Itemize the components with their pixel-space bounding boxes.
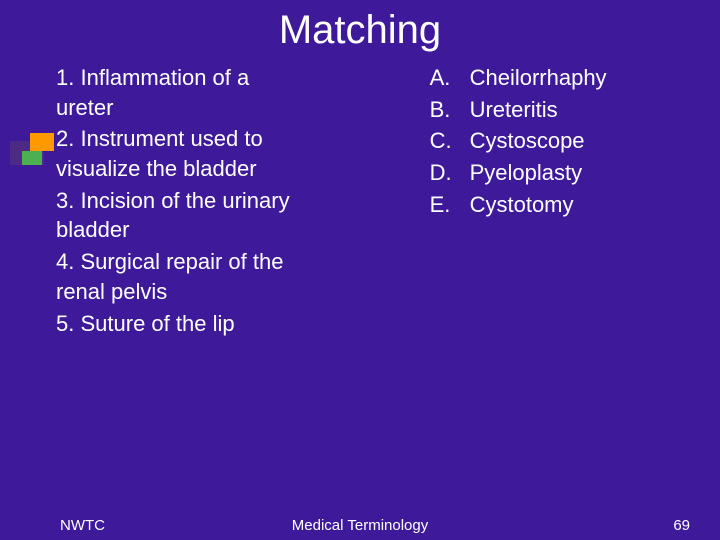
slide-title: Matching [0,8,720,53]
question-number: 1. [56,65,74,90]
questions-column: 1. Inflammation of a ureter 2. Instrumen… [30,63,400,340]
answer-text: Ureteritis [464,95,558,125]
question-text-cont: bladder [56,217,129,242]
question-number: 2. [56,126,74,151]
question-item: 1. Inflammation of a ureter [30,63,400,122]
question-number: 4. [56,249,74,274]
question-item: 5. Suture of the lip [30,309,400,339]
answer-item: A. Cheilorrhaphy [430,63,694,93]
answer-letter: B. [430,95,464,125]
question-text-cont: renal pelvis [56,279,167,304]
answer-text: Cheilorrhaphy [464,63,607,93]
content-area: 1. Inflammation of a ureter 2. Instrumen… [0,53,720,340]
question-text: Surgical repair of the [80,249,283,274]
question-item: 4. Surgical repair of the renal pelvis [30,247,400,306]
question-text-cont: ureter [56,95,113,120]
footer-left: NWTC [0,517,105,534]
question-number: 5. [56,311,74,336]
answer-item: B. Ureteritis [430,95,694,125]
answer-text: Cystotomy [464,190,574,220]
answer-item: C. Cystoscope [430,126,694,156]
answer-letter: E. [430,190,464,220]
question-text: Instrument used to [80,126,262,151]
answer-text: Pyeloplasty [464,158,583,188]
question-text: Inflammation of a [80,65,249,90]
question-number: 3. [56,188,74,213]
question-item: 2. Instrument used to visualize the blad… [30,124,400,183]
footer-center: Medical Terminology [292,517,428,534]
question-text-cont: visualize the bladder [56,156,257,181]
question-text: Suture of the lip [80,311,234,336]
answer-letter: D. [430,158,464,188]
answer-letter: C. [430,126,464,156]
answer-item: D. Pyeloplasty [430,158,694,188]
footer: NWTC Medical Terminology 69 [0,517,720,534]
question-text: Incision of the urinary [80,188,289,213]
question-item: 3. Incision of the urinary bladder [30,186,400,245]
answer-letter: A. [430,63,464,93]
answers-column: A. Cheilorrhaphy B. Ureteritis C. Cystos… [400,63,694,340]
answer-text: Cystoscope [464,126,585,156]
answer-item: E. Cystotomy [430,190,694,220]
footer-page-number: 69 [673,517,720,534]
